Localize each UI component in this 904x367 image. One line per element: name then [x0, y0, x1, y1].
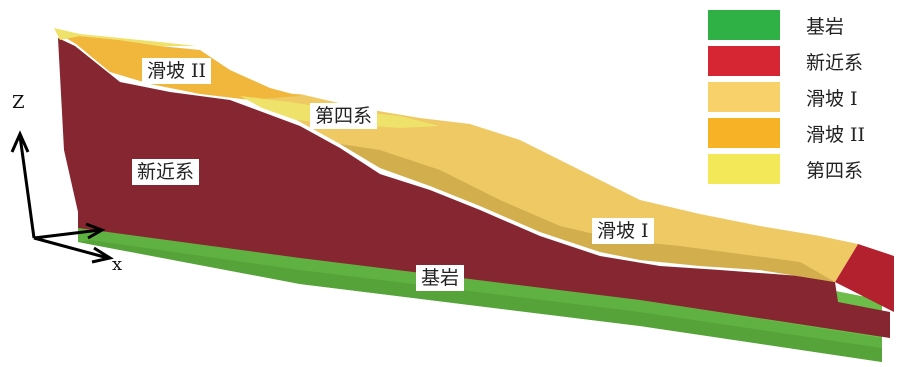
legend-swatch-quaternary — [708, 154, 780, 184]
legend-item-quaternary: 第四系 — [708, 152, 898, 186]
x-axis-arrowhead — [91, 246, 114, 264]
x-axis-label: x — [112, 254, 123, 275]
legend-swatch-neogene — [708, 46, 780, 76]
legend: 基岩 新近系 滑坡 I 滑坡 II 第四系 — [708, 8, 898, 188]
legend-label-neogene: 新近系 — [806, 51, 864, 74]
legend-item-landslide1: 滑坡 I — [708, 80, 898, 114]
legend-item-landslide2: 滑坡 II — [708, 116, 898, 150]
legend-swatch-bedrock — [708, 10, 780, 40]
z-axis-label: Z — [12, 92, 25, 113]
z-axis-line — [18, 135, 36, 239]
landslide1-shadow — [340, 144, 835, 282]
legend-item-bedrock: 基岩 — [708, 8, 898, 42]
legend-label-landslide1: 滑坡 I — [806, 87, 858, 110]
neogene-front-face — [58, 38, 890, 338]
landslide1-body — [238, 92, 858, 282]
legend-label-bedrock: 基岩 — [806, 15, 845, 38]
neogene-label: 新近系 — [132, 159, 200, 185]
x-axis-line — [33, 236, 109, 260]
bedrock-shadow — [78, 240, 882, 362]
legend-swatch-landslide1 — [708, 82, 780, 112]
bedrock-label: 基岩 — [416, 265, 465, 291]
y-axis-line — [33, 228, 101, 240]
quaternary-label: 第四系 — [310, 103, 378, 129]
neogene-right-face — [835, 244, 894, 312]
legend-label-landslide2: 滑坡 II — [806, 123, 866, 146]
legend-item-neogene: 新近系 — [708, 44, 898, 78]
landslide2-label: 滑坡 II — [142, 58, 212, 84]
y-axis-arrowhead — [85, 222, 106, 240]
legend-swatch-landslide2 — [708, 118, 780, 148]
z-axis-arrowhead — [10, 130, 30, 153]
legend-label-quaternary: 第四系 — [806, 159, 864, 182]
landslide1-label: 滑坡 I — [592, 218, 654, 244]
